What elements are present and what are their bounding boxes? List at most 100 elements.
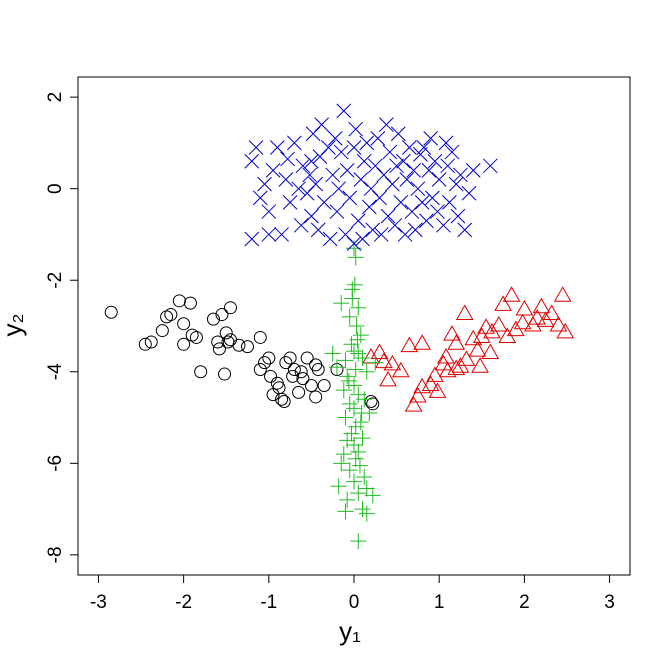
point xyxy=(447,359,466,375)
point xyxy=(443,325,461,341)
point xyxy=(264,369,278,383)
point xyxy=(309,390,323,404)
point xyxy=(448,176,464,192)
point xyxy=(390,126,406,142)
point xyxy=(294,365,308,379)
point xyxy=(339,491,356,508)
point xyxy=(330,478,347,495)
point xyxy=(413,334,432,350)
point xyxy=(370,343,389,359)
point xyxy=(283,351,297,365)
point xyxy=(302,167,318,183)
point xyxy=(241,340,255,354)
point xyxy=(387,217,403,233)
point xyxy=(336,103,352,119)
point xyxy=(317,379,331,392)
point xyxy=(349,331,366,348)
point xyxy=(380,208,396,224)
point xyxy=(291,181,306,197)
point xyxy=(258,356,272,370)
point xyxy=(383,354,402,371)
point xyxy=(419,213,434,229)
point xyxy=(344,281,361,298)
point xyxy=(553,286,572,302)
point xyxy=(358,480,375,497)
point xyxy=(104,305,118,319)
point xyxy=(346,343,362,360)
point xyxy=(465,163,481,178)
point xyxy=(393,195,409,210)
point xyxy=(287,135,302,151)
point xyxy=(477,318,495,334)
point xyxy=(279,356,293,370)
point xyxy=(265,163,281,178)
point xyxy=(331,181,347,197)
point xyxy=(189,330,203,344)
point xyxy=(404,396,423,412)
point xyxy=(144,335,158,349)
point xyxy=(309,358,323,372)
point xyxy=(347,418,364,435)
point xyxy=(296,372,310,386)
point xyxy=(362,348,380,364)
point xyxy=(353,404,370,421)
point xyxy=(333,144,349,160)
point xyxy=(532,297,551,314)
point xyxy=(350,533,367,550)
point xyxy=(295,158,311,174)
point xyxy=(431,172,447,187)
point xyxy=(185,328,199,342)
point xyxy=(513,313,532,330)
point xyxy=(354,350,371,367)
point xyxy=(407,222,423,238)
x-tick-label: -3 xyxy=(90,592,107,613)
point xyxy=(347,361,364,378)
point xyxy=(461,185,477,201)
point xyxy=(206,312,220,326)
point xyxy=(430,204,445,219)
point xyxy=(402,140,417,155)
point xyxy=(364,487,381,504)
point xyxy=(253,330,267,344)
point xyxy=(410,181,426,197)
point xyxy=(223,333,237,347)
point xyxy=(399,172,415,187)
point xyxy=(172,294,186,308)
point xyxy=(333,295,350,312)
point xyxy=(346,240,362,257)
point xyxy=(471,357,489,373)
point xyxy=(391,361,410,378)
point xyxy=(293,217,309,233)
point xyxy=(370,130,386,146)
point xyxy=(333,455,350,472)
x-axis-label: y₁ xyxy=(339,616,361,646)
y-tick-label: 2 xyxy=(45,92,66,103)
point xyxy=(389,158,404,174)
point xyxy=(427,153,443,169)
point xyxy=(549,315,568,332)
point xyxy=(374,352,393,369)
point xyxy=(287,362,301,376)
point xyxy=(262,351,276,365)
point xyxy=(542,304,561,321)
x-tick-label: -1 xyxy=(260,592,277,613)
point xyxy=(356,153,372,169)
point xyxy=(413,377,432,394)
point xyxy=(212,342,226,356)
point xyxy=(177,337,191,351)
point xyxy=(384,176,400,192)
point xyxy=(280,151,295,167)
point xyxy=(310,222,326,238)
point xyxy=(423,130,439,146)
point xyxy=(438,361,457,378)
point xyxy=(457,350,476,366)
point xyxy=(253,362,267,376)
point xyxy=(350,386,367,403)
point xyxy=(440,158,456,174)
point xyxy=(277,395,291,409)
point xyxy=(337,503,354,520)
point xyxy=(327,130,343,146)
point xyxy=(160,310,174,324)
point xyxy=(457,222,473,238)
point xyxy=(437,348,455,364)
